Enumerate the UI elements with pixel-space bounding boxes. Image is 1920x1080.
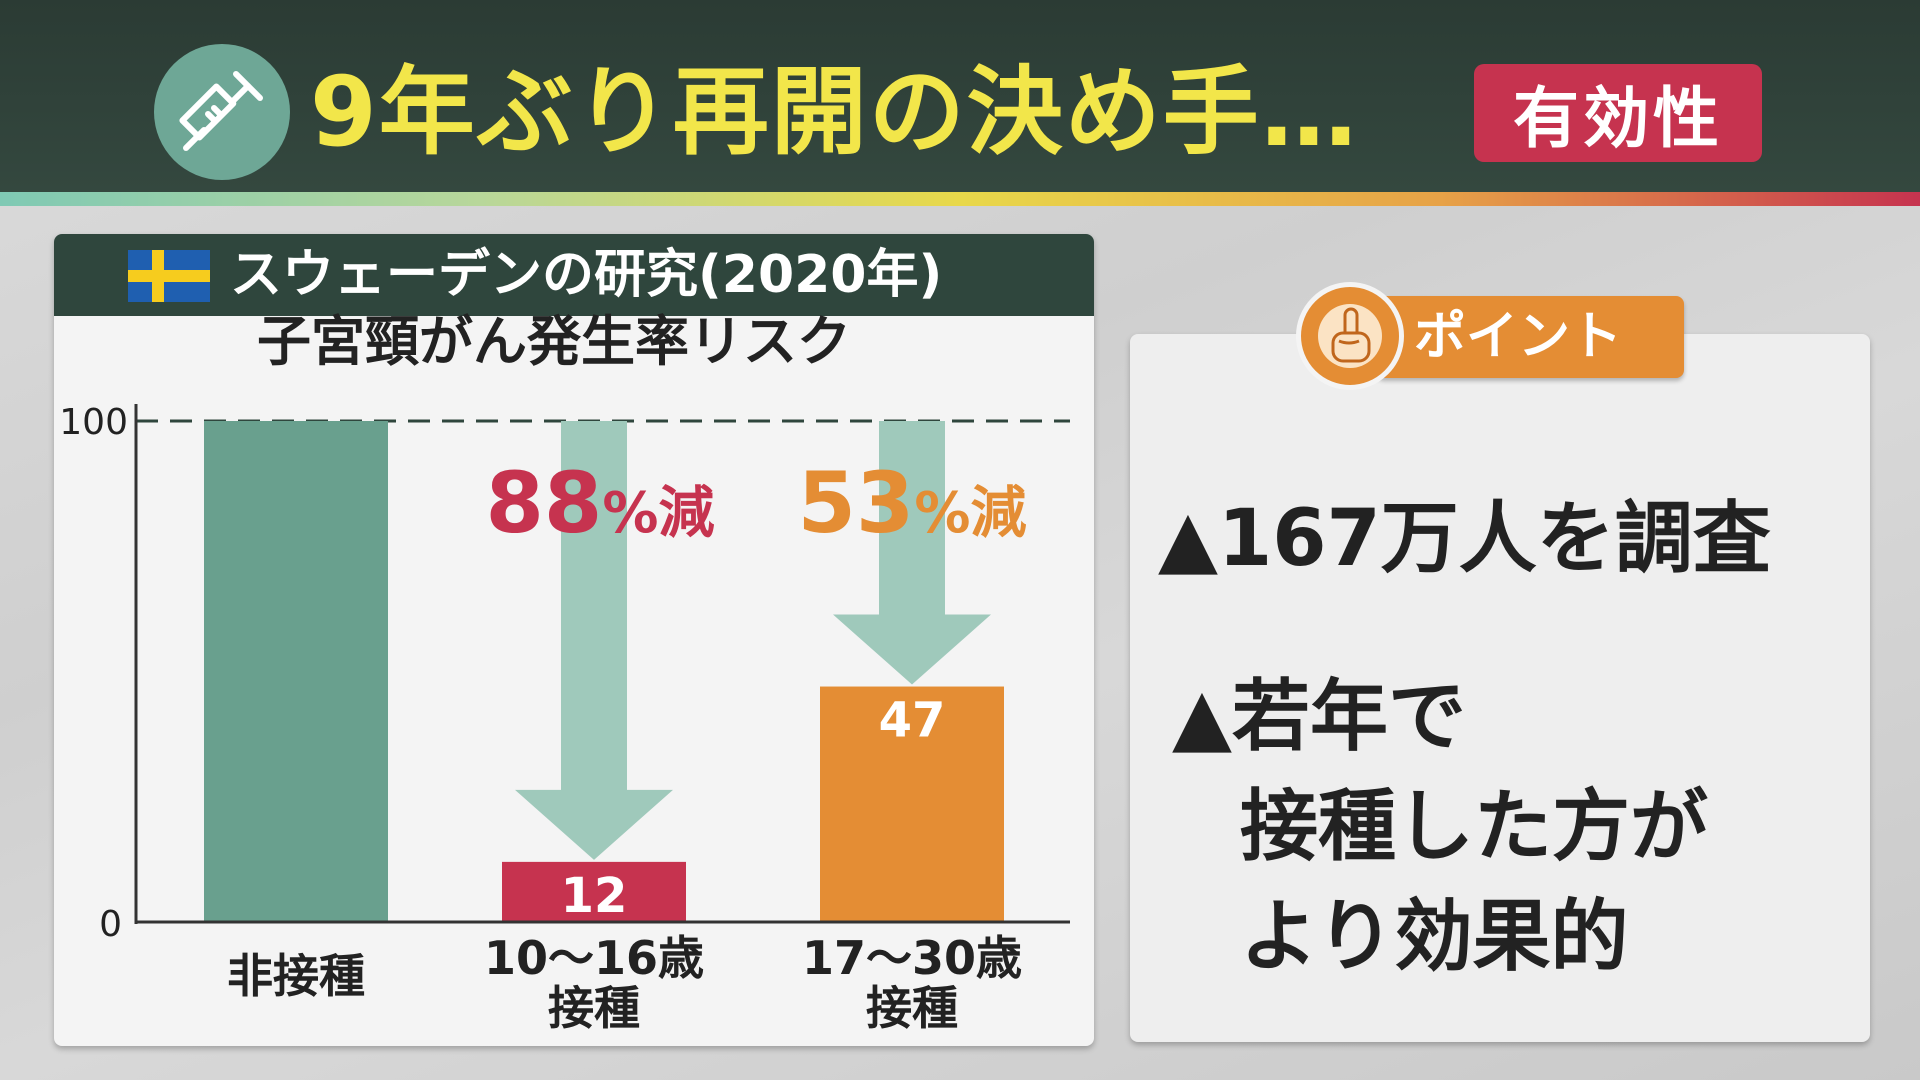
bar-value-label-1: 12 [561, 868, 628, 924]
study-panel: スウェーデンの研究(2020年) 子宮頸がん発生率リスク 12 47 100 0 非接種 1… [54, 234, 1094, 1046]
point-bullet-2: ▲若年で [1172, 672, 1466, 762]
reduction-annotation-0: 88%減 [485, 454, 714, 552]
pointing-hand-icon [1296, 282, 1404, 390]
category-label-1-1: 接種 [548, 981, 640, 1035]
bar-1 [502, 861, 686, 922]
category-label-1-0: 10〜16歳 [484, 931, 704, 985]
category-label-2-0: 17〜30歳 [802, 931, 1022, 985]
chart-title: 子宮頸がん発生率リスク [257, 310, 851, 373]
point-badge: ポイント [1296, 282, 1688, 392]
reduction-number-1: 53 [797, 454, 914, 552]
category-label-0-0: 非接種 [227, 949, 365, 1003]
bar-0 [204, 421, 388, 922]
point-badge-label: ポイント [1414, 307, 1623, 367]
effectiveness-badge: 有効性 [1474, 64, 1762, 162]
sweden-flag-icon [128, 250, 210, 302]
point-bullet-4: より効果的 [1240, 892, 1629, 982]
header-stripe [0, 192, 1920, 206]
syringe-icon [154, 44, 290, 180]
category-label-2-1: 接種 [866, 981, 958, 1035]
bar-value-label-2: 47 [879, 693, 946, 749]
reduction-suffix-0: %減 [602, 481, 714, 546]
bar-2 [820, 686, 1004, 922]
reduction-annotation-1: 53%減 [797, 454, 1026, 552]
reduction-suffix-1: %減 [914, 481, 1026, 546]
points-panel [1130, 334, 1870, 1042]
point-bullet-1: ▲167万人を調査 [1158, 494, 1771, 584]
y-tick-label-0: 0 [99, 904, 122, 945]
reduction-arrow-1 [515, 421, 673, 860]
reduction-number-0: 88 [485, 454, 602, 552]
y-tick-label-100: 100 [59, 402, 128, 443]
point-bullet-3: 接種した方が [1240, 782, 1709, 872]
study-title: スウェーデンの研究(2020年) [230, 245, 943, 305]
study-panel-header [54, 234, 1094, 316]
header-title: 9年ぶり再開の決め手… [310, 56, 1359, 168]
reduction-arrow-2 [833, 421, 991, 685]
point-badge-box [1376, 296, 1684, 378]
